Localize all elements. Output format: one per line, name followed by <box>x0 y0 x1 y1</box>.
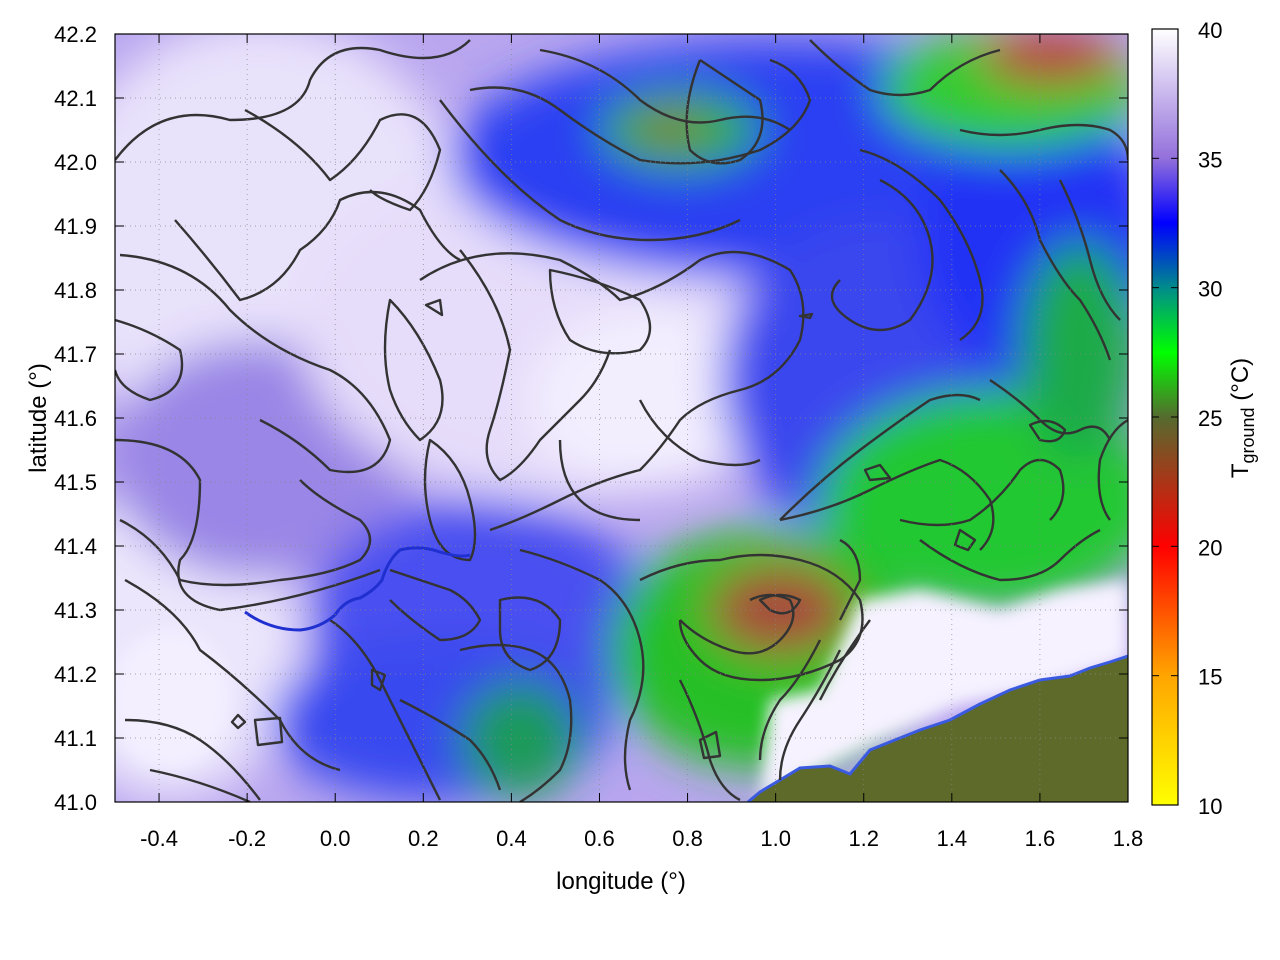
colorbar-axis: 10 15 20 25 30 35 40 <box>1152 18 1222 819</box>
y-tick-label: 41.4 <box>54 534 97 559</box>
y-tick-label: 42.0 <box>54 150 97 175</box>
x-tick-label: 0.0 <box>320 826 351 851</box>
y-tick-label: 42.2 <box>54 22 97 47</box>
y-tick-label: 41.9 <box>54 214 97 239</box>
y-tick-label: 41.6 <box>54 406 97 431</box>
river-line <box>244 546 471 632</box>
x-tick-label: 1.0 <box>760 826 791 851</box>
x-tick-label: 1.4 <box>937 826 968 851</box>
sea-area <box>748 656 1128 802</box>
colorbar-title: Tground (°C) <box>1227 358 1258 478</box>
x-tick-label: 1.6 <box>1025 826 1056 851</box>
y-tick-label: 41.0 <box>54 790 97 815</box>
colorbar-tick-label: 25 <box>1198 406 1222 431</box>
colorbar-tick-label: 30 <box>1198 277 1222 302</box>
x-axis-title: longitude (°) <box>556 868 686 895</box>
colorbar-tick-label: 10 <box>1198 794 1222 819</box>
x-tick-label: 1.8 <box>1113 826 1144 851</box>
x-tick-label: 0.2 <box>408 826 439 851</box>
x-tick-label: -0.4 <box>140 826 178 851</box>
y-tick-label: 41.1 <box>54 726 97 751</box>
y-tick-label: 41.2 <box>54 662 97 687</box>
x-axis: -0.4 -0.2 0.0 0.2 0.4 0.6 0.8 1.0 1.2 1.4 1.6 1.8 <box>140 34 1143 851</box>
colorbar-tick-label: 15 <box>1198 665 1222 690</box>
x-tick-label: 0.8 <box>672 826 703 851</box>
colorbar-title-sub: ground <box>1238 407 1258 463</box>
contour-lines <box>115 39 1128 802</box>
y-axis: 41.0 41.1 41.2 41.3 41.4 41.5 41.6 41.7 41.8 41.9… <box>54 22 1128 815</box>
x-tick-label: 0.4 <box>496 826 527 851</box>
y-tick-label: 41.3 <box>54 598 97 623</box>
colorbar-tick-label: 40 <box>1198 18 1222 43</box>
x-tick-label: 0.6 <box>584 826 615 851</box>
y-tick-label: 42.1 <box>54 86 97 111</box>
colorbar-title-unit: (°C) <box>1227 358 1254 408</box>
y-tick-label: 41.5 <box>54 470 97 495</box>
y-axis-title: latitude (°) <box>25 363 52 473</box>
x-tick-label: 1.2 <box>848 826 879 851</box>
colorbar-tick-label: 20 <box>1198 535 1222 560</box>
y-tick-label: 41.7 <box>54 342 97 367</box>
colorbar-title-main: T <box>1227 463 1254 478</box>
colorbar-tick-label: 35 <box>1198 147 1222 172</box>
y-tick-label: 41.8 <box>54 278 97 303</box>
heatmap-field <box>115 34 1128 802</box>
x-tick-label: -0.2 <box>228 826 266 851</box>
